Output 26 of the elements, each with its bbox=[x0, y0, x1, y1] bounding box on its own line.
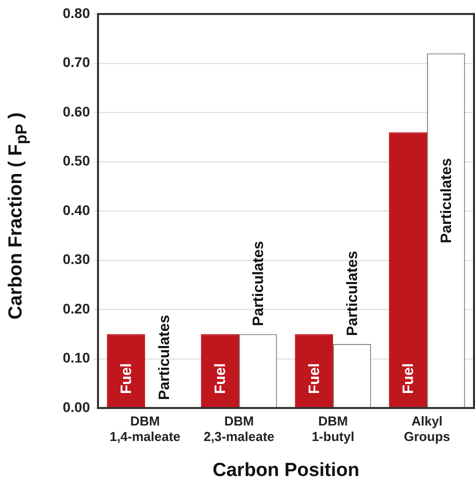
bar bbox=[388, 132, 427, 408]
x-tick-label: DBM 1,4-maleate bbox=[110, 413, 180, 444]
series-label: Fuel bbox=[118, 363, 135, 394]
x-tick-label: Alkyl Groups bbox=[404, 413, 450, 444]
y-tick-label: 0.60 bbox=[62, 103, 90, 120]
bar bbox=[200, 334, 239, 408]
text: Fuel bbox=[306, 363, 323, 394]
y-tick-label: 0.50 bbox=[62, 152, 90, 169]
x-axis-title: Carbon Position bbox=[212, 460, 360, 481]
text: Fuel bbox=[212, 363, 229, 394]
y-tick-label: 0.10 bbox=[62, 350, 90, 366]
y-tick-label: 0.20 bbox=[62, 300, 90, 316]
y-tick-label: 0.70 bbox=[62, 54, 90, 70]
x-tick-label: DBM 1-butyl bbox=[312, 413, 354, 444]
text: Particulates bbox=[250, 241, 268, 326]
bar bbox=[106, 334, 145, 408]
text: Particulates bbox=[344, 250, 362, 336]
bar bbox=[294, 334, 333, 408]
y-tick-label: 0.30 bbox=[62, 251, 90, 268]
y-tick-label: 0.40 bbox=[62, 202, 90, 218]
y-tick-label: 0.80 bbox=[62, 4, 90, 21]
y-tick-label: 0.00 bbox=[62, 398, 90, 415]
text: Particulates bbox=[438, 158, 456, 244]
x-tick-label: DBM 2,3-maleate bbox=[204, 413, 274, 444]
text: Fuel bbox=[400, 363, 417, 394]
text: Particulates bbox=[156, 314, 174, 400]
